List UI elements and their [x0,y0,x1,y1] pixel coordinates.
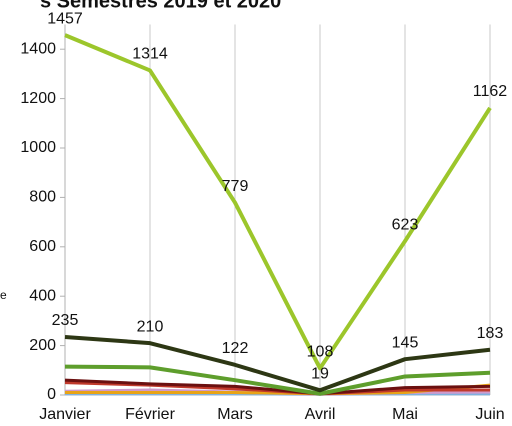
series-line [64,364,491,396]
series-line [64,33,492,371]
x-tick-label: Mai [392,406,418,423]
data-label: 19 [311,366,329,383]
series-line [64,378,491,396]
y-tick-label: 400 [29,287,56,304]
y-axis-label: e [0,288,7,302]
chart-title: s Semestres 2019 et 2020 [40,0,281,12]
data-label: 1314 [132,46,168,63]
data-label: 1162 [473,83,508,100]
y-tick-label: 200 [29,337,56,354]
data-label: 623 [392,216,419,233]
data-label: 122 [222,340,249,357]
data-label: 779 [222,178,249,195]
data-label: 1457 [47,10,83,27]
data-label: 235 [52,312,79,329]
y-tick-label: 1000 [20,139,56,156]
x-tick-label: Mars [217,406,253,423]
y-tick-label: 0 [47,386,56,403]
data-label: 183 [477,325,504,342]
x-tick-label: Février [125,406,175,423]
data-label: 108 [307,344,334,361]
y-tick-label: 800 [29,189,56,206]
y-tick-label: 600 [29,238,56,255]
y-tick-label: 1400 [20,40,56,57]
x-tick-label: Juin [475,406,504,423]
data-label: 145 [392,334,419,351]
series-line [64,334,491,393]
x-tick-label: Janvier [39,406,91,423]
y-tick-label: 1200 [20,90,56,107]
data-label: 210 [137,318,164,335]
x-tick-label: Avril [305,406,336,423]
